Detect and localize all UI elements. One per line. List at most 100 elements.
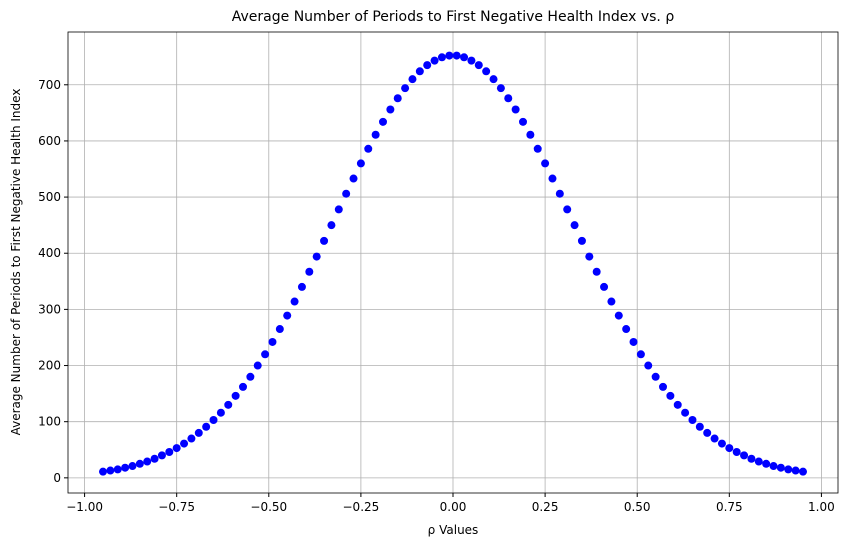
point: [747, 454, 756, 463]
point: [437, 53, 446, 62]
point: [393, 94, 402, 103]
point: [364, 144, 373, 153]
point: [452, 51, 461, 60]
x-tick-label: 0.25: [532, 500, 559, 514]
point: [224, 400, 233, 409]
point: [401, 84, 410, 93]
y-tick-label: 300: [38, 302, 61, 316]
point: [740, 451, 749, 460]
point: [283, 311, 292, 320]
point: [710, 434, 719, 443]
point: [121, 463, 130, 472]
point: [585, 252, 594, 261]
y-tick-label: 500: [38, 190, 61, 204]
point: [297, 282, 306, 291]
point: [180, 439, 189, 448]
point: [246, 372, 255, 381]
point: [423, 61, 432, 70]
point: [482, 67, 491, 76]
point: [320, 236, 329, 245]
chart-title: Average Number of Periods to First Negat…: [232, 9, 675, 25]
y-tick-label: 200: [38, 359, 61, 373]
point: [504, 94, 513, 103]
point: [430, 56, 439, 65]
point: [614, 311, 623, 320]
point: [776, 463, 785, 472]
point: [548, 174, 557, 183]
point: [799, 467, 807, 476]
point: [106, 466, 115, 475]
point: [467, 56, 476, 65]
point: [555, 189, 564, 198]
y-tick-label: 400: [38, 246, 61, 260]
point: [644, 361, 653, 370]
x-tick-label: 0.50: [624, 500, 651, 514]
plot-frame: [67, 31, 839, 494]
point: [261, 350, 270, 359]
point: [519, 117, 527, 126]
point: [725, 444, 734, 453]
point: [194, 428, 203, 437]
point: [216, 408, 225, 417]
x-tick-label: 1.00: [808, 500, 835, 514]
point: [769, 462, 778, 471]
point: [762, 459, 771, 468]
point: [636, 350, 645, 359]
point: [474, 61, 483, 70]
y-tick-label: 0: [53, 471, 61, 485]
point: [489, 75, 498, 84]
y-tick-label: 600: [38, 134, 61, 148]
point: [563, 205, 572, 214]
point: [533, 144, 542, 153]
point: [415, 67, 424, 76]
point: [732, 448, 741, 457]
point: [290, 297, 299, 306]
point: [356, 159, 365, 168]
point: [239, 382, 247, 391]
point: [592, 267, 601, 276]
point: [703, 428, 712, 437]
point: [754, 457, 763, 466]
point: [688, 416, 697, 425]
point: [659, 382, 667, 391]
point: [202, 422, 211, 431]
point: [577, 236, 586, 245]
point: [541, 159, 550, 168]
point: [496, 84, 505, 93]
point: [305, 267, 314, 276]
point: [629, 337, 638, 346]
y-axis-label: Average Number of Periods to First Negat…: [9, 89, 23, 436]
point: [445, 51, 454, 60]
point: [128, 462, 137, 471]
x-tick-label: −0.50: [250, 500, 287, 514]
point: [113, 465, 122, 474]
x-tick-label: −0.25: [343, 500, 380, 514]
point: [570, 221, 579, 230]
point: [511, 105, 520, 114]
point: [526, 130, 535, 139]
x-tick-label: 0.75: [716, 500, 743, 514]
point: [408, 75, 417, 84]
point: [784, 465, 793, 474]
point: [717, 439, 726, 448]
point: [651, 372, 660, 381]
point: [379, 117, 387, 126]
point: [150, 454, 159, 463]
point: [460, 53, 469, 62]
point: [342, 189, 351, 198]
point: [334, 205, 343, 214]
point: [172, 444, 181, 453]
point: [600, 282, 609, 291]
point: [666, 391, 675, 400]
point: [135, 459, 144, 468]
y-tick-label: 100: [38, 415, 61, 429]
x-tick-label: −0.75: [158, 500, 195, 514]
point: [386, 105, 395, 114]
y-tick-label: 700: [38, 78, 61, 92]
point: [253, 361, 262, 370]
point: [791, 466, 800, 475]
point: [371, 130, 380, 139]
point: [99, 467, 107, 476]
point: [681, 408, 690, 417]
x-axis-label: ρ Values: [428, 523, 479, 537]
